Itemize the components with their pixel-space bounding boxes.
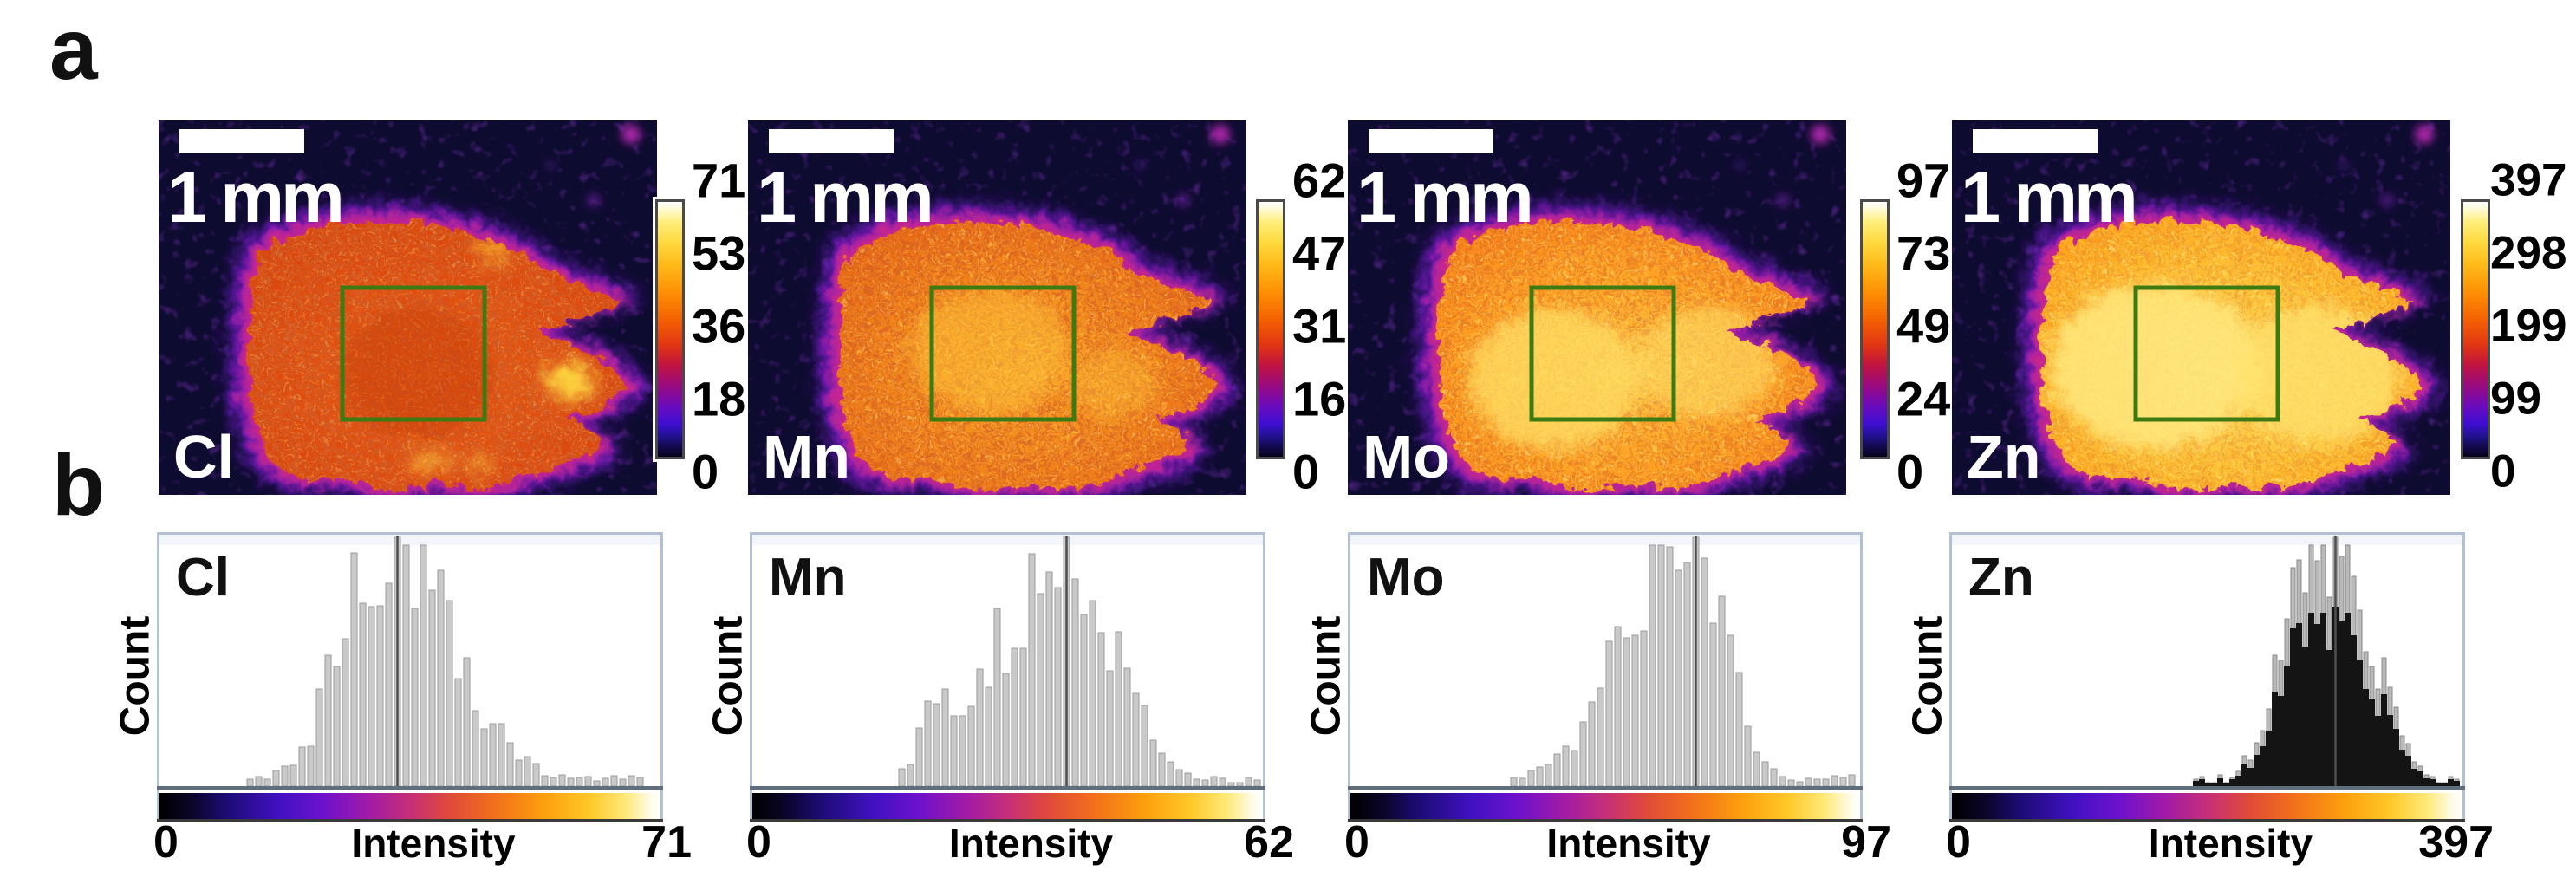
svg-text:Zn: Zn bbox=[1967, 423, 2041, 491]
svg-text:1 mm: 1 mm bbox=[1961, 157, 2135, 237]
svg-text:Mn: Mn bbox=[769, 548, 847, 608]
svg-text:1 mm: 1 mm bbox=[757, 157, 931, 237]
svg-text:Mn: Mn bbox=[763, 423, 850, 491]
svg-text:Cl: Cl bbox=[176, 548, 230, 608]
svg-text:1 mm: 1 mm bbox=[1356, 157, 1531, 237]
svg-text:Zn: Zn bbox=[1968, 548, 2034, 608]
svg-text:Mo: Mo bbox=[1367, 548, 1445, 608]
svg-text:1 mm: 1 mm bbox=[167, 157, 342, 237]
svg-text:Cl: Cl bbox=[173, 423, 234, 491]
svg-text:Mo: Mo bbox=[1363, 423, 1450, 491]
